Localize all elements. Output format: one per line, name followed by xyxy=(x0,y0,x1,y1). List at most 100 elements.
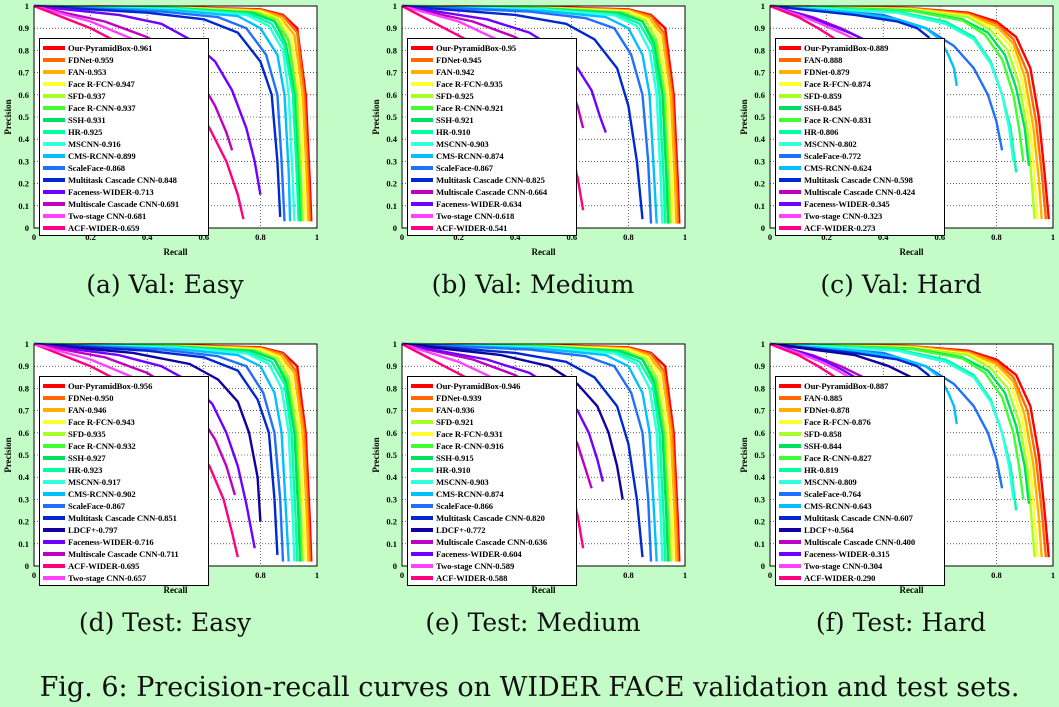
legend-entry: FDNet-0.959 xyxy=(43,54,114,66)
legend-entry: CMS-RCNN-0.874 xyxy=(411,488,504,500)
series-curve xyxy=(33,4,296,222)
legend-entry: SFD-0.937 xyxy=(43,90,106,102)
legend-label: HR-0.925 xyxy=(68,127,103,137)
legend-entry: HR-0.910 xyxy=(411,126,470,138)
legend-label: MSCNN-0.809 xyxy=(804,477,857,487)
y-tick-label: 0.9 xyxy=(386,361,397,371)
legend-label: SFD-0.925 xyxy=(436,91,474,101)
legend: Our-PyramidBox-0.946 FDNet-0.939 FAN-0.936… xyxy=(407,376,577,586)
legend-entry: ACF-WIDER-0.695 xyxy=(43,560,139,572)
legend-entry: Our-PyramidBox-0.956 xyxy=(43,380,152,392)
legend-label: LDCF+-0.772 xyxy=(436,525,486,535)
legend-swatch xyxy=(779,118,801,122)
y-tick-label: 1 xyxy=(25,339,29,349)
legend-label: Face R-FCN-0.935 xyxy=(436,79,503,89)
legend-entry: Our-PyramidBox-0.961 xyxy=(43,42,152,54)
legend-swatch xyxy=(779,516,801,520)
y-tick-label: 0.9 xyxy=(386,23,397,33)
legend-label: HR-0.819 xyxy=(804,465,839,475)
legend-entry: Face R-FCN-0.931 xyxy=(411,428,503,440)
legend-entry: MSCNN-0.916 xyxy=(43,138,121,150)
legend-entry: HR-0.806 xyxy=(779,126,838,138)
series-curve xyxy=(33,342,290,562)
legend-label: Multitask Cascade CNN-0.820 xyxy=(436,513,545,523)
y-tick-label: 0.2 xyxy=(386,517,397,527)
y-tick-label: 0.8 xyxy=(386,383,397,393)
x-axis-label: Recall xyxy=(164,247,188,257)
legend-label: Two-stage CNN-0.681 xyxy=(68,211,147,221)
y-tick-label: 0.6 xyxy=(386,428,397,438)
legend-label: HR-0.806 xyxy=(804,127,839,137)
series-curve xyxy=(33,342,296,562)
y-tick-label: 0.1 xyxy=(18,201,29,211)
y-tick-label: 0.4 xyxy=(754,134,765,144)
x-tick-label: 0.4 xyxy=(142,232,153,242)
legend-entry: ScaleFace-0.764 xyxy=(779,488,861,500)
y-tick-label: 0.7 xyxy=(754,406,765,416)
y-tick-label: 0.1 xyxy=(386,201,397,211)
legend-label: HR-0.923 xyxy=(68,465,103,475)
legend-label: CMS-RCNN-0.874 xyxy=(436,151,504,161)
y-tick-label: 0.9 xyxy=(754,23,765,33)
series-curve xyxy=(33,342,262,522)
chart-panel-1: 0 0.2 0.4 0.6 0.8 1 0 0.1 0.2 0.3 0.4 0.5 0.6 0.7 0.8 0… xyxy=(368,0,698,299)
series-curve xyxy=(401,342,658,562)
legend-label: Multitask Cascade CNN-0.848 xyxy=(68,175,177,185)
legend-label: ScaleFace-0.867 xyxy=(68,501,125,511)
legend-entry: Two-stage CNN-0.323 xyxy=(779,210,882,222)
x-tick-label: 0 xyxy=(400,232,404,242)
legend-swatch xyxy=(779,94,801,98)
y-tick-label: 0.2 xyxy=(18,179,29,189)
legend-entry: Multiscale Cascade CNN-0.424 xyxy=(779,186,915,198)
legend-entry: Multiscale Cascade CNN-0.400 xyxy=(779,536,915,548)
legend-label: Faceness-WIDER-0.634 xyxy=(436,199,522,209)
legend-label: Multiscale Cascade CNN-0.691 xyxy=(68,199,180,209)
legend-swatch xyxy=(43,408,65,412)
x-tick-label: 0.8 xyxy=(623,232,634,242)
legend-label: FDNet-0.939 xyxy=(436,393,482,403)
legend-entry: SSH-0.927 xyxy=(43,452,106,464)
legend-entry: FAN-0.936 xyxy=(411,404,474,416)
y-tick-label: 0.4 xyxy=(386,472,397,482)
y-tick-label: 0.7 xyxy=(18,68,29,78)
legend-label: Multiscale Cascade CNN-0.400 xyxy=(804,537,916,547)
legend-entry: Faceness-WIDER-0.604 xyxy=(411,548,522,560)
legend-swatch xyxy=(411,154,433,158)
y-tick-label: 0.1 xyxy=(754,539,765,549)
legend-label: LDCF+-0.797 xyxy=(68,525,118,535)
legend-swatch xyxy=(779,82,801,86)
legend-swatch xyxy=(43,564,65,568)
legend-entry: SSH-0.844 xyxy=(779,440,842,452)
legend: Our-PyramidBox-0.887 FAN-0.885 FDNet-0.878… xyxy=(775,376,945,586)
legend-entry: Face R-CNN-0.937 xyxy=(43,102,136,114)
series-curve xyxy=(769,4,1025,162)
y-tick-label: 0.8 xyxy=(754,383,765,393)
y-tick-label: 0.7 xyxy=(386,406,397,416)
legend-entry: MSCNN-0.903 xyxy=(411,138,489,150)
legend-entry: Two-stage CNN-0.304 xyxy=(779,560,882,572)
legend-swatch xyxy=(779,564,801,568)
legend-label: HR-0.910 xyxy=(436,465,471,475)
legend-label: Face R-FCN-0.947 xyxy=(68,79,135,89)
legend-label: SFD-0.859 xyxy=(804,91,842,101)
x-tick-label: 0.8 xyxy=(255,570,266,580)
legend-swatch xyxy=(43,130,65,134)
series-curve xyxy=(769,342,958,425)
y-tick-label: 0.8 xyxy=(754,45,765,55)
legend-label: CMS-RCNN-0.874 xyxy=(436,489,504,499)
y-tick-label: 1 xyxy=(393,1,397,11)
legend-entry: ScaleFace-0.867 xyxy=(411,162,493,174)
legend-entry: Multitask Cascade CNN-0.848 xyxy=(43,174,177,186)
legend-swatch xyxy=(411,480,433,484)
legend-swatch xyxy=(43,202,65,206)
legend-entry: Face R-FCN-0.943 xyxy=(43,416,135,428)
y-tick-label: 0.5 xyxy=(18,112,29,122)
series-curve xyxy=(401,342,644,558)
legend-swatch xyxy=(411,540,433,544)
y-tick-label: 0.8 xyxy=(18,383,29,393)
y-tick-label: 0.7 xyxy=(18,406,29,416)
series-curve xyxy=(769,342,1015,500)
legend-swatch xyxy=(411,142,433,146)
y-tick-label: 0.3 xyxy=(386,494,397,504)
legend-label: ACF-WIDER-0.541 xyxy=(436,223,508,233)
